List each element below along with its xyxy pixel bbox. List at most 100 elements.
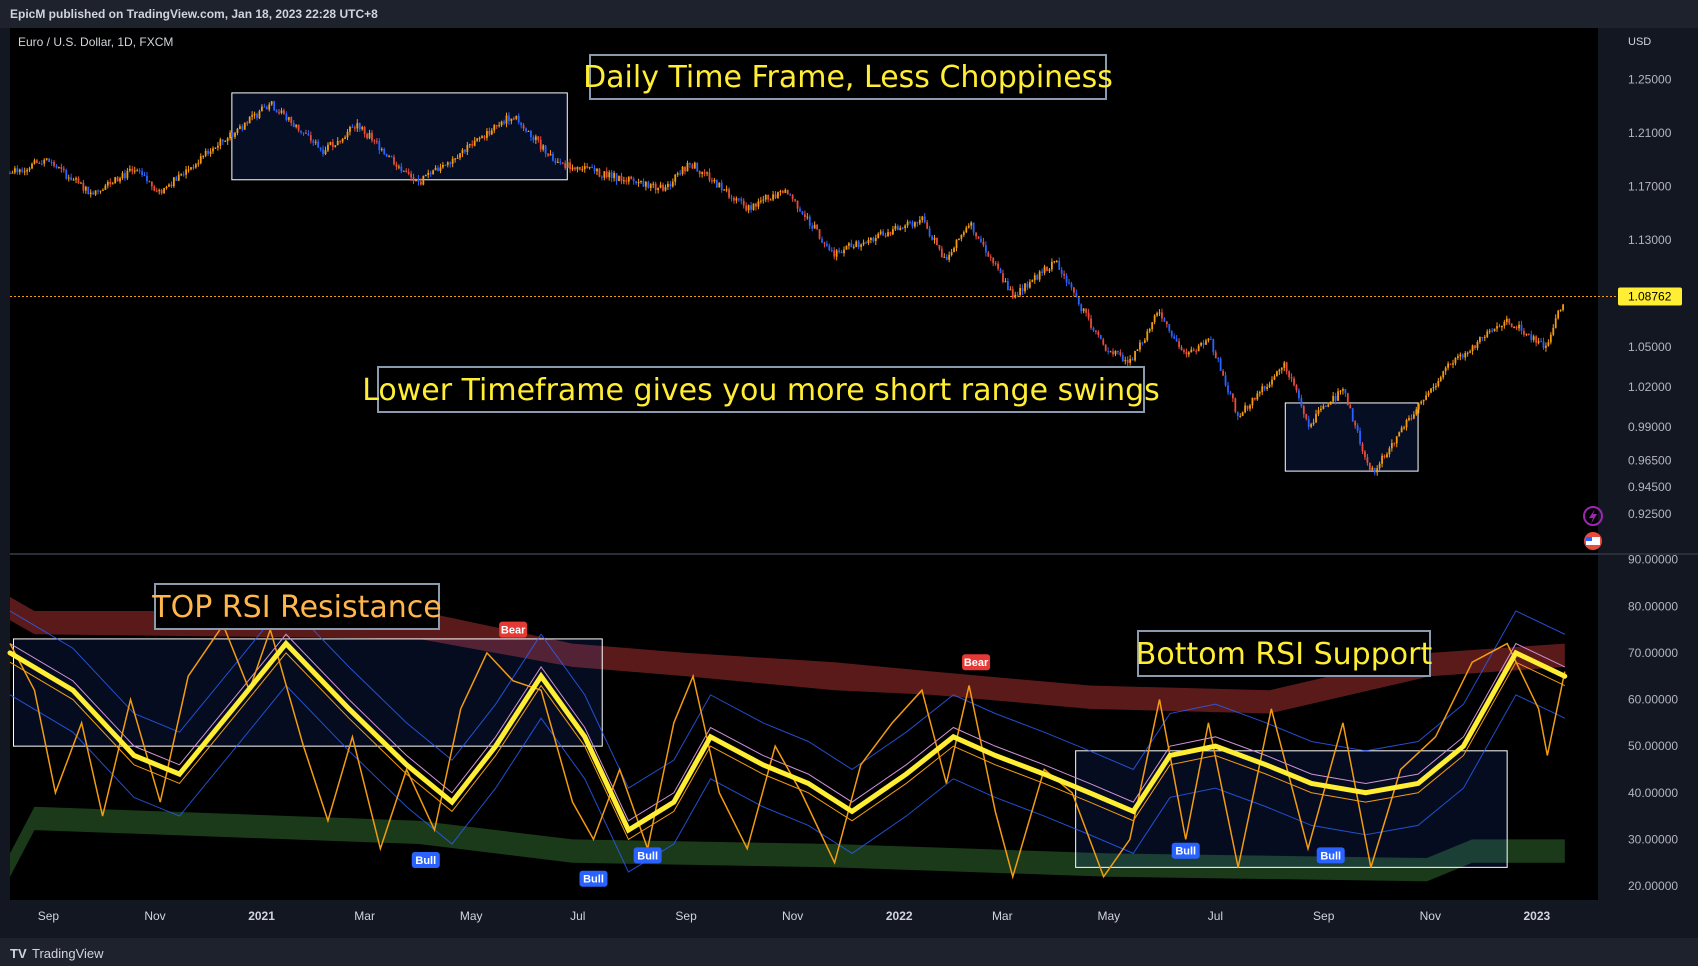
candle-body [1192,349,1195,351]
candle-body [1055,260,1058,262]
rsi-tick-2: 70.00000 [1628,646,1678,660]
candle-body [1310,424,1313,427]
candle-body [353,127,356,129]
candle-body [825,243,828,246]
price-pane[interactable] [10,28,1598,553]
signals: Bull Bull Bull Bull Bull Bear Bear [411,621,1345,887]
chart-canvas[interactable]: Euro / U.S. Dollar, 1D, FXCM USD BullBul… [0,0,1698,938]
candle-body [128,168,131,171]
time-tick-11: Jul [1208,909,1223,923]
candle-body [434,167,437,171]
candle-body [1050,261,1053,270]
candle-body [163,188,165,194]
candle-body [1422,399,1425,402]
candle-body [1459,354,1462,357]
candle-body [953,248,955,253]
candle-body [662,184,664,191]
candle-body [207,150,210,154]
candle-body [278,112,280,114]
candle-body [451,158,454,164]
candle-body [1095,330,1097,332]
candle-body [833,250,836,257]
candle-body [1180,347,1183,351]
candle-body [1532,336,1535,340]
candle-body [1557,310,1560,319]
candle-body [517,115,520,123]
rsi-smooth-line [7,639,1568,834]
candle-body [799,208,801,212]
candle-body [1026,283,1029,288]
price-axis[interactable]: 1.25000 1.21000 1.17000 1.13000 1.05000 1.020… [1628,73,1672,521]
candle-body [84,186,87,191]
time-axis[interactable]: Sep Nov 2021 Mar May Jul Sep Nov 2022 Mar May Jul Se… [38,909,1551,923]
candle-body [1280,367,1283,370]
candle-body [483,136,486,138]
candle-body [287,117,290,120]
flag-icon[interactable] [1584,532,1602,550]
tradingview-brand[interactable]: TradingView [32,946,104,961]
rsi-boxes [12,638,1508,868]
candle-body [444,164,447,166]
signal-label: Bull [1320,850,1341,862]
tradingview-logo-icon[interactable]: TV [10,946,27,961]
candle-body [28,168,31,170]
rsi-axis[interactable]: 90.00000 80.00000 70.00000 60.00000 50.00000… [1628,553,1678,893]
last-price-badge: 1.08762 [1618,287,1682,306]
candle-body [1227,385,1229,393]
candle-body [659,184,662,188]
candle-body [285,113,288,120]
candle-body [676,173,679,175]
candle-body [970,222,973,226]
candle-body [916,222,919,224]
candle-body [1390,443,1393,449]
candle-body [1403,427,1405,429]
candle-body [806,216,809,218]
candle-body [1361,443,1364,452]
candle-body [1151,322,1154,330]
candle-body [1464,352,1467,358]
candle-body [1339,390,1342,392]
candle-body [1082,308,1085,312]
candle-body [331,142,334,147]
candle-body [960,234,963,239]
signal-label: Bear [964,657,989,669]
candle-body [948,254,951,260]
candle-body [1466,352,1469,354]
candle-body [102,189,104,191]
candle-body [1195,350,1198,352]
candle-body [1559,309,1562,311]
candle-body [733,197,735,201]
candle-body [82,182,85,191]
candle-body [346,131,349,138]
candle-body [1019,288,1022,296]
candle-body [1239,415,1242,417]
candle-body [1163,318,1166,322]
candle-body [1420,401,1423,404]
candle-body [1542,341,1545,348]
candle-body [1337,391,1339,401]
candle-body [246,122,249,124]
lightning-icon[interactable] [1583,506,1603,526]
candle-body [1527,333,1530,335]
candle-body [1241,412,1244,416]
candle-body [652,183,655,185]
time-tick-2: 2021 [248,909,275,923]
candle-body [495,125,498,127]
candle-body [1508,318,1511,324]
time-tick-7: Nov [782,909,803,923]
time-tick-14: 2023 [1524,909,1551,923]
candle-body [904,225,907,229]
candle-body [1334,396,1337,401]
candle-body [684,166,686,172]
candle-body [632,178,635,182]
candle-body [97,190,99,192]
candle-body [141,171,143,175]
price-tick-9: 0.92500 [1628,507,1672,521]
candle-body [625,180,628,182]
candle-body [476,138,479,141]
candle-body [1408,418,1410,420]
candle-body [530,130,532,138]
currency-label: USD [1628,36,1651,48]
candle-body [1234,398,1237,412]
candle-body [571,167,574,170]
